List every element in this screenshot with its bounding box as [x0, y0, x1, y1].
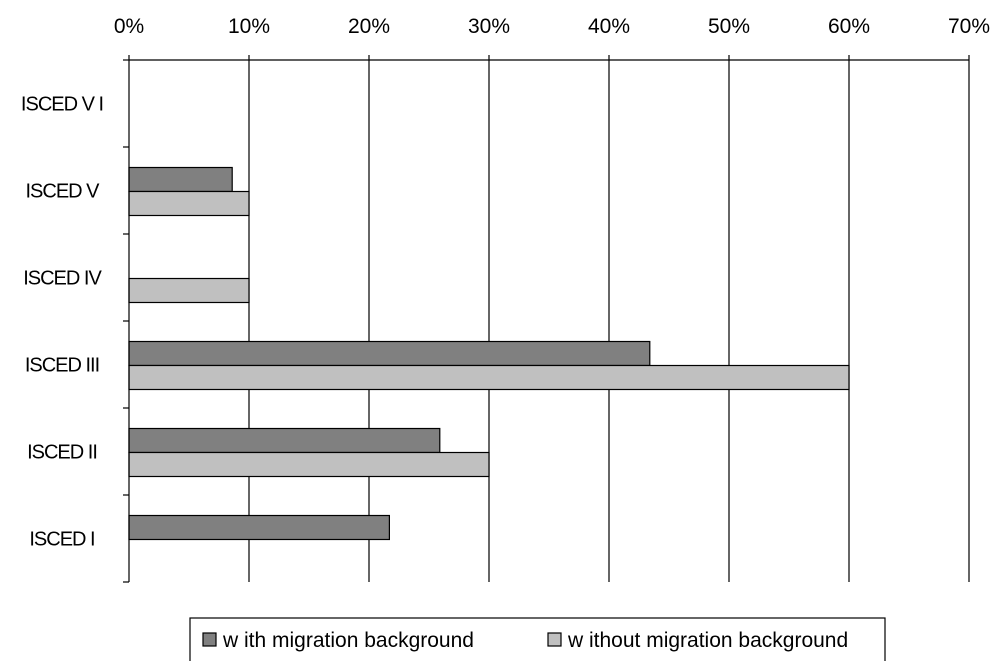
- x-tick-label: 60%: [828, 15, 870, 38]
- x-tick-labels: 0% 10% 20% 30% 40% 50% 60% 70%: [114, 15, 990, 38]
- legend-label: w ithout migration background: [567, 629, 848, 652]
- x-tick-label: 50%: [708, 15, 750, 38]
- category-label: ISCED II: [27, 442, 97, 464]
- axes: [123, 55, 970, 583]
- bar: [128, 166, 233, 193]
- x-tick-label: 10%: [228, 15, 270, 38]
- bar: [128, 451, 490, 478]
- category-label: ISCED V I: [21, 94, 103, 116]
- legend: w ith migration background w ithout migra…: [189, 617, 886, 663]
- gridlines: [248, 60, 970, 582]
- x-tick-label: 0%: [114, 15, 144, 38]
- x-tick-label: 30%: [468, 15, 510, 38]
- bars: [128, 166, 850, 541]
- category-label: ISCED V: [25, 181, 100, 203]
- category-label: ISCED IV: [23, 268, 102, 290]
- category-labels: ISCED V I ISCED V ISCED IV ISCED III ISCED I…: [21, 94, 104, 551]
- category-label: ISCED I: [29, 529, 94, 551]
- legend-swatch: [202, 632, 217, 647]
- bar: [128, 427, 441, 454]
- legend-label: w ith migration background: [222, 629, 474, 652]
- bar: [128, 514, 390, 541]
- bar: [128, 190, 250, 217]
- x-tick-label: 20%: [348, 15, 390, 38]
- legend-box: [189, 617, 886, 663]
- x-tick-label: 70%: [948, 15, 990, 38]
- category-label: ISCED III: [25, 355, 99, 377]
- x-tick-label: 40%: [588, 15, 630, 38]
- bar: [128, 277, 250, 304]
- bar: [128, 364, 850, 391]
- legend-swatch: [547, 632, 562, 647]
- bar: [128, 340, 651, 367]
